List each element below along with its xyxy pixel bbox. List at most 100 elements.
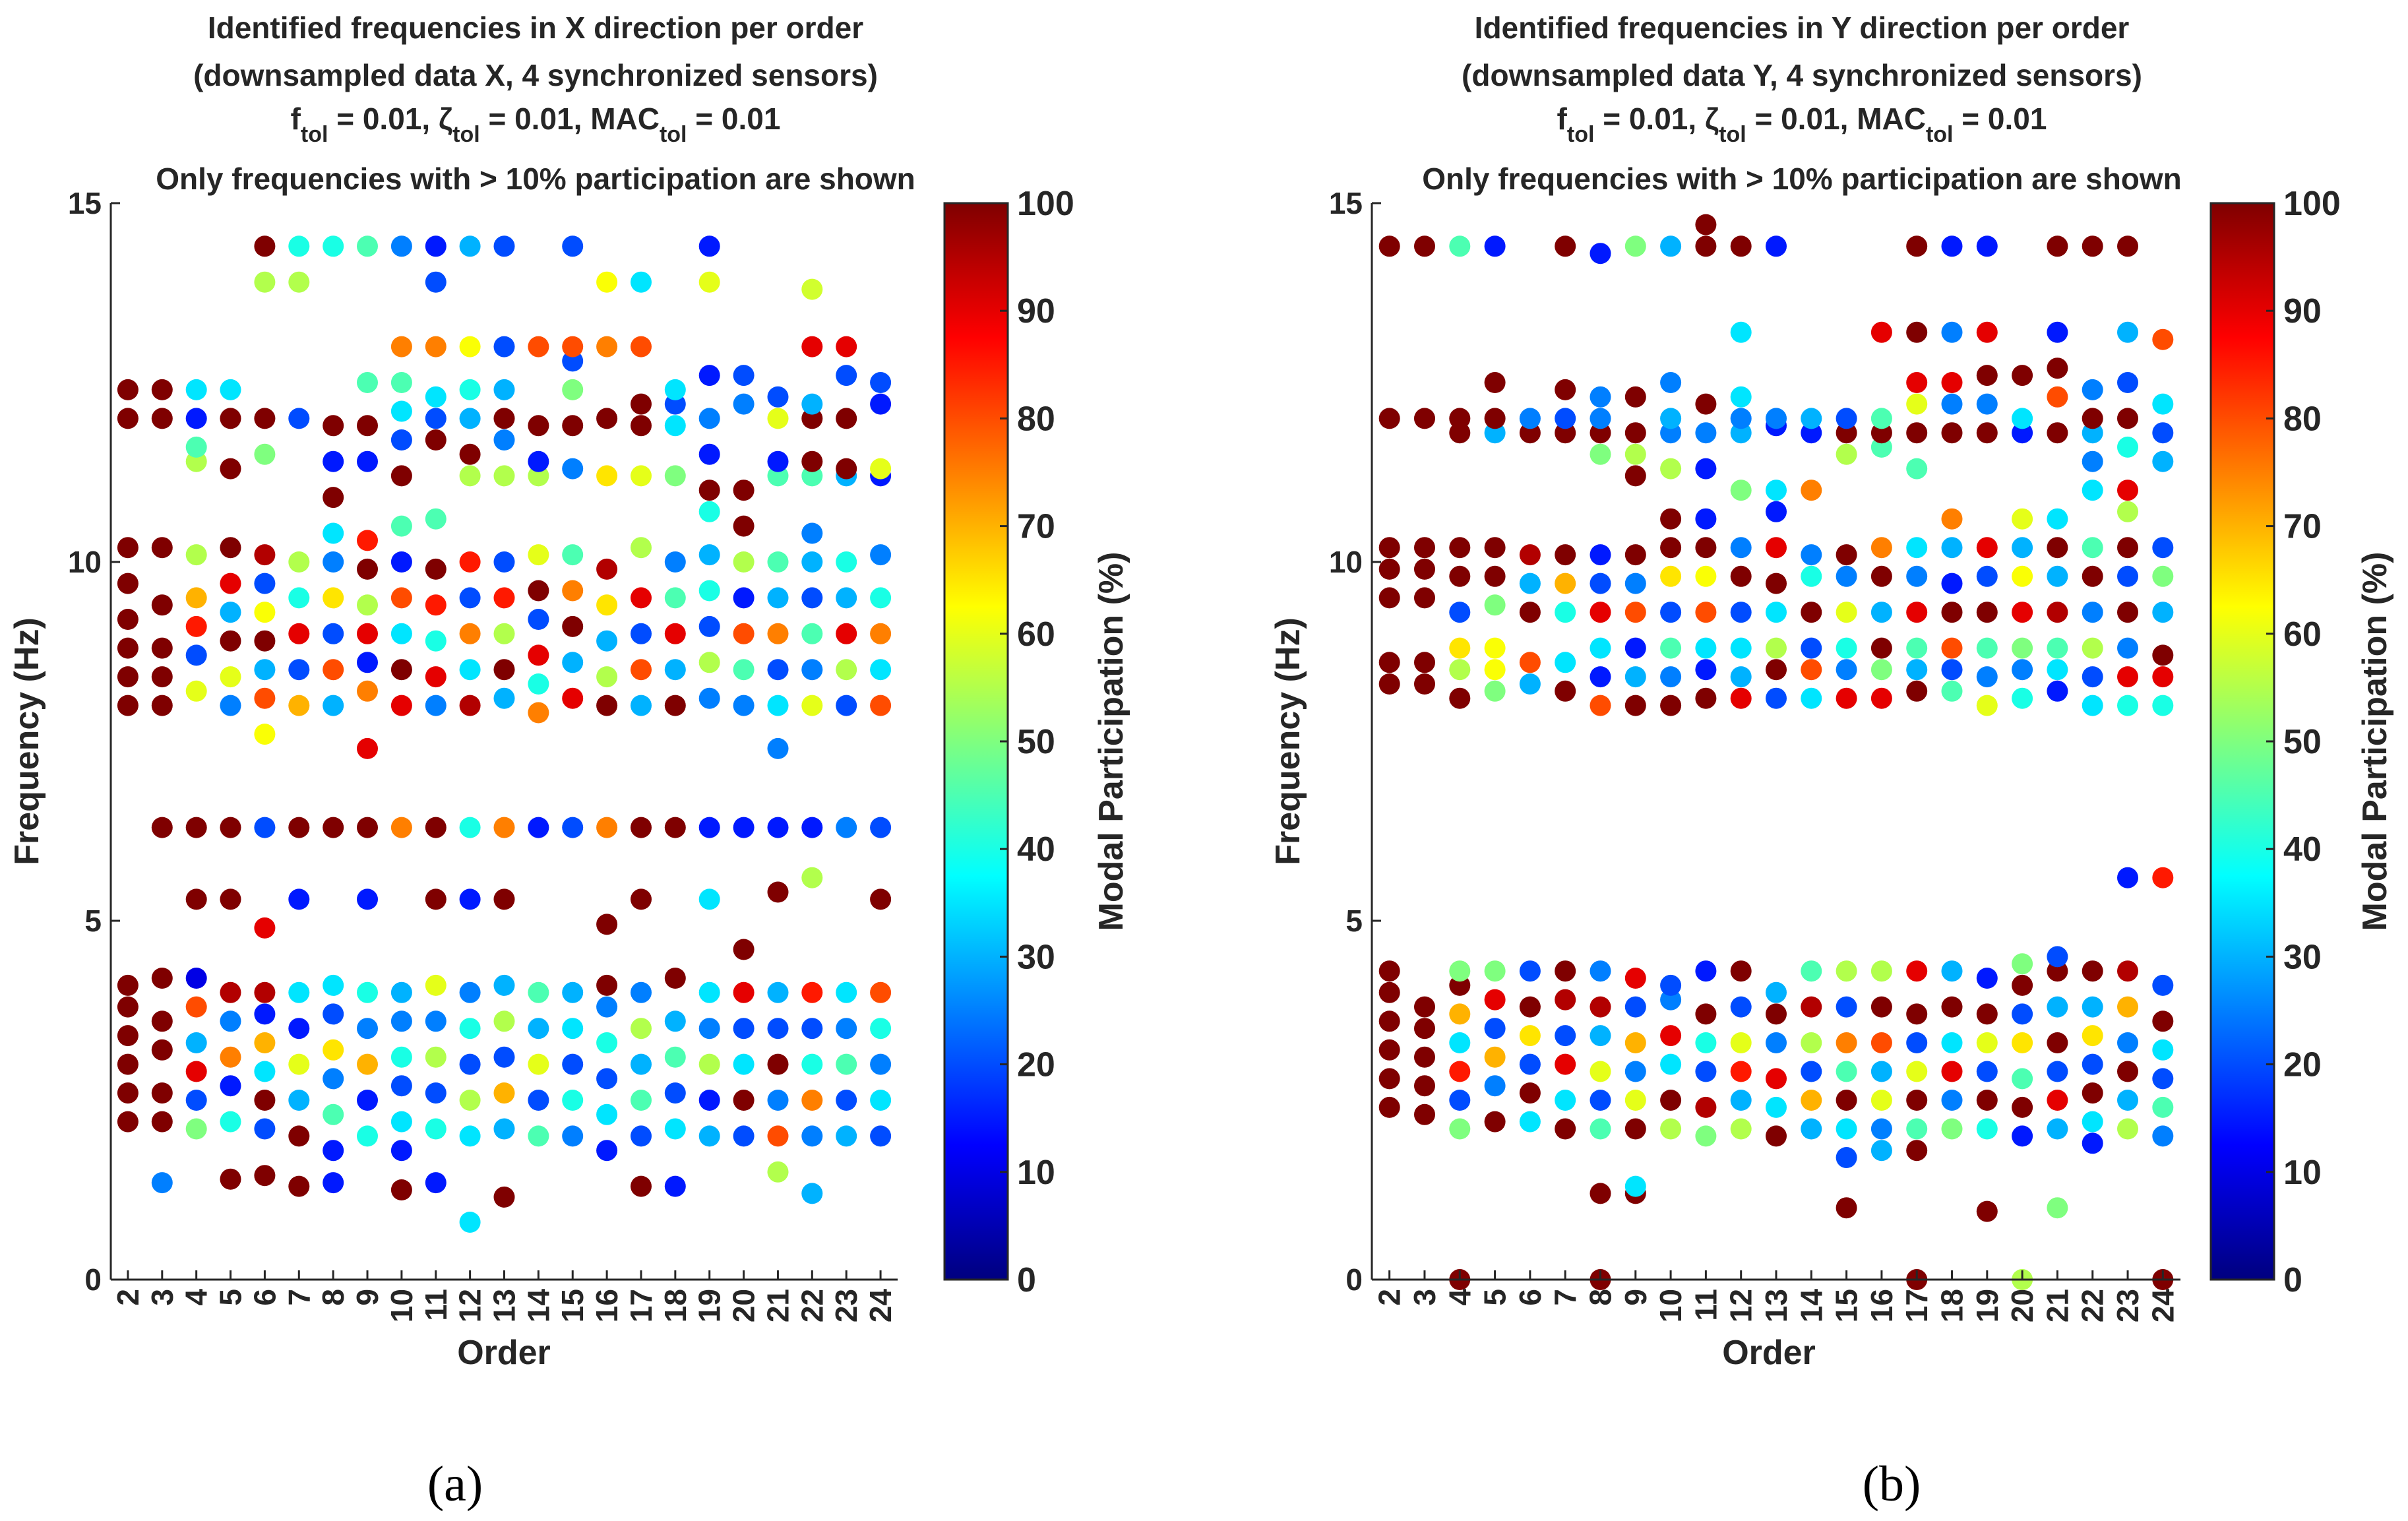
data-point	[1766, 537, 1787, 559]
data-point	[528, 1125, 549, 1147]
data-point	[493, 336, 515, 357]
data-point	[2012, 365, 2033, 387]
data-point	[801, 1125, 823, 1147]
data-point	[254, 235, 276, 257]
data-point	[870, 1090, 892, 1111]
data-point	[767, 695, 789, 716]
data-point	[493, 235, 515, 257]
data-point	[151, 537, 173, 559]
data-point	[425, 666, 447, 688]
data-point	[390, 336, 412, 357]
data-point	[357, 372, 378, 393]
data-point	[390, 400, 412, 422]
data-point	[323, 623, 344, 644]
x-tick-label: 19	[693, 1289, 727, 1322]
data-point	[1695, 214, 1717, 235]
x-ticks: 2 3 4 5 6 7 8 9 10 11 12 13 14 15 16 17 18 19 20 21 22 23 24	[1373, 1270, 2180, 1322]
data-point	[1378, 235, 1400, 257]
data-point	[151, 1082, 173, 1104]
data-point	[357, 652, 378, 673]
data-point	[357, 1053, 378, 1075]
data-point	[1695, 1003, 1717, 1025]
data-point	[2012, 408, 2033, 429]
data-point	[220, 817, 241, 838]
x-tick-label: 7	[282, 1289, 316, 1306]
colorbar	[943, 202, 1009, 1281]
data-point	[1555, 408, 1576, 429]
data-point	[1730, 1118, 1752, 1140]
data-point	[1449, 235, 1471, 257]
data-point	[425, 1010, 447, 1032]
data-point	[1836, 1197, 1857, 1219]
data-point	[870, 623, 892, 644]
data-point	[1730, 480, 1752, 501]
data-point	[117, 666, 139, 688]
data-point	[596, 271, 618, 293]
x-tick-label: 7	[1548, 1289, 1582, 1306]
x-axis-label: Order	[457, 1334, 551, 1372]
data-point	[801, 1053, 823, 1075]
data-point	[1555, 1118, 1576, 1140]
data-point	[323, 1003, 344, 1025]
data-point	[1484, 408, 1506, 429]
data-point	[698, 687, 720, 709]
data-point	[2047, 996, 2068, 1018]
x-tick-label: 6	[247, 1289, 282, 1306]
title-line-3: Only frequencies with > 10% participatio…	[1422, 162, 2182, 196]
data-point	[185, 968, 207, 989]
data-point	[220, 602, 241, 623]
data-point	[664, 1010, 686, 1032]
data-point	[870, 587, 892, 609]
y-tick-label: 5	[1345, 904, 1363, 938]
x-tick-label: 11	[419, 1289, 453, 1321]
data-point	[1941, 996, 1963, 1018]
data-point	[767, 1161, 789, 1183]
data-point	[1414, 558, 1435, 580]
colorbar-tick-label: 100	[2283, 185, 2341, 223]
data-point	[767, 881, 789, 903]
data-point	[2152, 1010, 2174, 1032]
data-point	[1484, 1018, 1506, 1040]
data-point	[2152, 328, 2174, 350]
data-point	[1941, 960, 1963, 982]
data-point	[1624, 443, 1646, 465]
data-point	[2117, 321, 2138, 343]
data-point	[2047, 422, 2068, 444]
data-point	[562, 544, 584, 566]
data-point	[1976, 537, 1998, 559]
data-point	[425, 429, 447, 450]
data-point	[801, 278, 823, 300]
data-point	[1624, 465, 1646, 487]
data-point	[698, 271, 720, 293]
data-point	[733, 587, 755, 609]
x-tick-label: 12	[1724, 1289, 1758, 1322]
data-point	[1695, 565, 1717, 587]
data-point	[562, 615, 584, 637]
data-point	[2012, 537, 2033, 559]
x-tick-label: 19	[1970, 1289, 2004, 1322]
data-point	[733, 393, 755, 415]
data-point	[2117, 501, 2138, 522]
data-point	[323, 487, 344, 509]
data-point	[459, 659, 481, 681]
data-point	[2152, 695, 2174, 716]
data-point	[1801, 637, 1822, 659]
data-point	[357, 1018, 378, 1040]
data-point	[1906, 680, 1928, 702]
data-point	[151, 637, 173, 659]
data-point	[323, 659, 344, 681]
data-point	[1590, 1118, 1611, 1140]
data-point	[288, 1090, 310, 1111]
data-point	[596, 914, 618, 935]
data-point	[767, 1018, 789, 1040]
data-point	[1941, 680, 1963, 702]
data-point	[1660, 1118, 1682, 1140]
data-point	[288, 695, 310, 716]
data-point	[801, 1090, 823, 1111]
data-point	[151, 1039, 173, 1061]
data-point	[2047, 357, 2068, 379]
data-point	[425, 695, 447, 716]
data-point	[117, 1082, 139, 1104]
data-point	[1590, 386, 1611, 408]
colorbar-tick-label: 40	[2283, 830, 2322, 869]
